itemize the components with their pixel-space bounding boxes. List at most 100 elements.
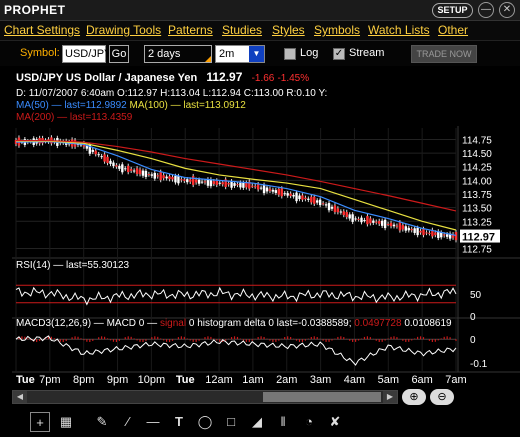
price-bar [410,228,413,231]
price-bar [85,145,89,149]
period-select[interactable]: 2 days [144,45,212,63]
rectangle-icon[interactable]: □ [227,414,235,429]
price-bar [253,186,257,188]
ma50-label: MA(50) — last=112.9892 [16,100,127,111]
chevron-down-icon[interactable]: ▼ [249,46,264,62]
symbol-input[interactable]: USD/JPY [62,45,111,63]
price-bar [132,170,136,172]
price-bar [209,179,213,187]
scroll-left-icon[interactable]: ◀ [13,391,27,403]
horizontal-line-icon[interactable]: — [146,414,160,429]
price-bar [419,230,422,233]
zoom-in-icon[interactable]: ⊕ [402,389,426,405]
ma200-label: MA(200) — last=113.4359 [16,112,133,123]
fibonacci-icon[interactable]: ◢ [252,414,262,429]
price-bar [313,196,316,204]
pencil-icon[interactable]: ✎ [96,414,108,429]
price-bar [375,221,378,223]
cycle-lines-icon[interactable]: ‖ [280,414,286,429]
price-bar [239,182,242,188]
text-tool-icon[interactable]: T [175,414,183,429]
price-bar [448,233,452,239]
price-bar [345,211,348,218]
price-bar [333,205,337,213]
price-bar [386,223,390,225]
menu-symbols[interactable]: Symbols [314,23,361,37]
price-bar [106,156,109,164]
price-bar [431,229,434,237]
price-bar [100,156,103,158]
price-bar [168,176,171,180]
price-bar [135,168,139,174]
menu-bar: Chart Settings Drawing Tools Patterns St… [0,21,520,40]
go-button[interactable]: Go [109,45,129,63]
title-bar: PROPHET SETUP — ✕ [0,0,520,21]
price-bar [162,175,165,179]
price-bar [150,174,154,176]
price-tick-label: 112.75 [462,245,492,256]
bottom-bar: ◀ ▶ ⊕ ⊖ + ▦ ✎ ∕ — T ◯ □ ◢ ‖ ◔ ✘ [0,386,520,437]
price-bar [289,193,292,197]
price-bar [292,194,295,197]
price-bar [366,216,369,225]
scroll-right-icon[interactable]: ▶ [383,391,397,403]
price-bar [307,198,310,200]
minimize-icon[interactable]: — [478,2,494,18]
chart-scrollbar[interactable]: ◀ ▶ [12,390,398,404]
price-bar [251,185,254,187]
price-bar [321,203,325,205]
data-window-icon[interactable]: ▦ [59,414,73,429]
price-bar [256,184,260,190]
price-bar [88,144,92,154]
zoom-out-icon[interactable]: ⊖ [430,389,454,405]
menu-drawing-tools[interactable]: Drawing Tools [86,23,162,37]
menu-studies[interactable]: Studies [222,23,263,37]
price-bar [369,218,372,224]
price-tick-label: 114.75 [462,135,492,146]
time-tick-label: 1am [242,374,263,386]
menu-styles[interactable]: Styles [272,23,305,37]
ellipse-icon[interactable]: ◯ [197,414,213,429]
price-bar [177,176,180,184]
rsi-tick-label: 50 [470,290,482,301]
price-bar [197,179,201,184]
time-tick-label: 4am [344,374,365,386]
price-bar [404,226,407,231]
price-bar [259,187,263,189]
price-bar [121,164,124,173]
menu-watch-lists[interactable]: Watch Lists [368,23,430,37]
ma100-line [16,140,457,231]
stream-checkbox[interactable]: ✓ [333,48,345,60]
close-icon[interactable]: ✕ [499,2,515,18]
macd-label-left: MACD3(12,26,9) — MACD 0 — [16,318,158,329]
trade-now-button[interactable]: TRADE NOW [411,45,477,63]
price-bar [171,176,174,180]
price-bar [360,217,363,223]
chart-area[interactable]: USD/JPY US Dollar / Japanese Yen 112.97 … [12,66,520,386]
price-bar [413,228,416,233]
setup-button[interactable]: SETUP [432,3,473,18]
interval-select[interactable]: 2m ▼ [215,45,265,63]
trendline-icon[interactable]: ∕ [126,414,130,429]
price-bar [186,179,189,183]
price-bar [265,187,269,192]
stream-label: Stream [349,47,385,59]
crosshair-icon[interactable]: + [30,412,50,432]
delete-icon[interactable]: ✘ [329,414,341,429]
log-label: Log [300,47,319,59]
menu-patterns[interactable]: Patterns [168,23,213,37]
scroll-thumb[interactable] [263,392,381,402]
rsi-line [15,286,457,306]
time-tick-label: 5am [378,374,399,386]
price-bar [268,188,272,191]
price-bar [124,168,127,170]
arc-icon[interactable]: ◔ [305,414,313,429]
menu-chart-settings[interactable]: Chart Settings [4,23,81,37]
price-bar [327,203,331,211]
price-bar [301,195,304,200]
price-bar [153,172,156,179]
menu-other[interactable]: Other [438,23,469,37]
log-checkbox[interactable] [284,48,296,60]
chart-svg: 114.75 114.50 114.25 114.00 113.75 113.50 113.… [12,126,520,386]
price-tick-label: 113.25 [462,217,492,228]
